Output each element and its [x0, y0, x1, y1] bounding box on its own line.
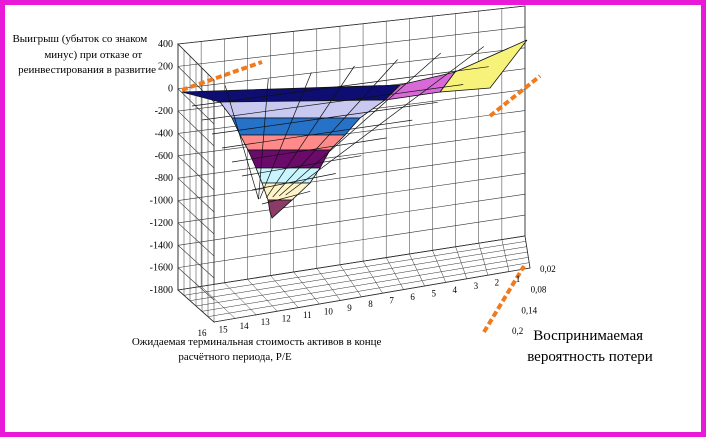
x-tick-label: 12 — [282, 314, 291, 324]
z-tick-label: -1800 — [150, 285, 173, 296]
gridline-y — [177, 235, 526, 291]
gridline-z — [177, 152, 526, 201]
z-tick-label: 0 — [168, 84, 173, 95]
accent-line — [181, 60, 263, 92]
x-tick-label: 4 — [453, 285, 458, 295]
z-tick-label: -1600 — [150, 263, 173, 274]
x-tick-label: 16 — [198, 328, 208, 338]
surface-band — [231, 117, 361, 136]
surface-band — [267, 199, 294, 219]
surface-band — [247, 149, 331, 169]
y-axis-title-line: вероятность потери — [527, 349, 653, 365]
z-axis-title-line: Выигрыш (убыток со знаком — [12, 33, 147, 45]
gridline-z — [177, 5, 526, 45]
surface-mesh — [251, 173, 336, 191]
x-axis-title-line: Ожидаемая терминальная стоимость активов… — [132, 336, 382, 348]
surface-mesh — [258, 78, 269, 200]
x-tick-label: 15 — [219, 324, 229, 334]
surface-band — [255, 167, 321, 184]
x-axis: 16 15 14 13 12 11 10 9 8 7 6 5 4 3 2 1 — [198, 274, 521, 338]
gridline-z — [177, 131, 526, 179]
y-axis: 0,02 0,08 0,14 0,2 — [512, 264, 556, 336]
gridline-z — [177, 193, 526, 246]
surface-mesh — [285, 46, 485, 196]
surface-band — [239, 134, 346, 151]
gridline-z — [177, 47, 526, 90]
y-axis-title-line: Воспринимаемая — [533, 328, 643, 344]
accent-lines — [181, 60, 542, 334]
y-tick-label: 0,14 — [521, 305, 537, 315]
z-tick-label: -400 — [155, 128, 173, 139]
x-tick-label: 6 — [410, 292, 415, 302]
z-tick-label: -1400 — [150, 240, 173, 251]
x-tick-label: 7 — [389, 296, 394, 306]
surface-mesh — [265, 65, 355, 199]
surface-mesh — [272, 59, 398, 198]
x-tick-label: 9 — [347, 303, 352, 313]
surface-mesh — [259, 72, 312, 200]
surface-mesh — [201, 84, 464, 121]
z-tick-label: -1000 — [150, 196, 173, 207]
x-tick-label: 8 — [368, 299, 373, 309]
gridline-y — [207, 262, 530, 317]
z-tick-label: -200 — [155, 106, 173, 117]
surface-mesh — [278, 52, 441, 197]
z-axis-title: Выигрыш (убыток со знаком минус) при отк… — [12, 33, 156, 76]
y-tick-label: 0,02 — [540, 264, 556, 274]
x-tick-label: 11 — [303, 310, 312, 320]
x-tick-label: 10 — [324, 306, 334, 316]
x-axis-title-line: расчётного периода, P/E — [178, 351, 292, 363]
z-tick-label: -600 — [155, 151, 173, 162]
gridline-z — [177, 110, 526, 157]
gridline-y — [189, 246, 527, 301]
z-tick-label: -1200 — [150, 218, 173, 229]
surface-mesh — [241, 155, 362, 177]
z-axis: 400 200 0 -200 -400 -600 -800 -1000 -1200 -1400 -1… — [150, 39, 173, 296]
gridline-y — [183, 241, 526, 296]
surface-mesh — [224, 85, 259, 200]
surface-mesh — [261, 190, 311, 205]
x-tick-label: 1 — [516, 274, 521, 284]
x-tick-label: 2 — [495, 278, 500, 288]
x-tick-label: 3 — [474, 281, 479, 291]
y-tick-label: 0,08 — [531, 285, 547, 295]
gridline-z — [177, 26, 526, 67]
x-tick-label: 5 — [431, 288, 436, 298]
surface-plot — [181, 39, 528, 219]
z-tick-label: 400 — [158, 39, 173, 50]
y-axis-title: Воспринимаемая вероятность потери — [527, 328, 653, 365]
chart-grid — [177, 5, 531, 323]
y-tick-label: 0,2 — [512, 326, 523, 336]
gridline-y — [201, 257, 529, 312]
gridline-y — [195, 251, 528, 307]
accent-line — [488, 74, 542, 118]
gridline-y — [213, 267, 531, 323]
x-tick-label: 14 — [240, 321, 250, 331]
accent-line — [482, 264, 526, 334]
z-tick-label: 200 — [158, 61, 173, 72]
surface-mesh — [211, 101, 438, 135]
z-axis-title-line: реинвестирования в развитие — [18, 64, 156, 76]
gridline-z — [177, 214, 526, 268]
surface-mesh — [231, 137, 387, 163]
surface-mesh — [191, 66, 489, 107]
gridline-z — [177, 172, 526, 224]
x-axis-title: Ожидаемая терминальная стоимость активов… — [132, 336, 384, 363]
surface-band — [219, 99, 387, 119]
x-tick-label: 13 — [261, 317, 271, 327]
z-axis-title-line: минус) при отказе от — [44, 49, 142, 61]
surface-mesh — [221, 119, 413, 149]
z-tick-label: -800 — [155, 173, 173, 184]
